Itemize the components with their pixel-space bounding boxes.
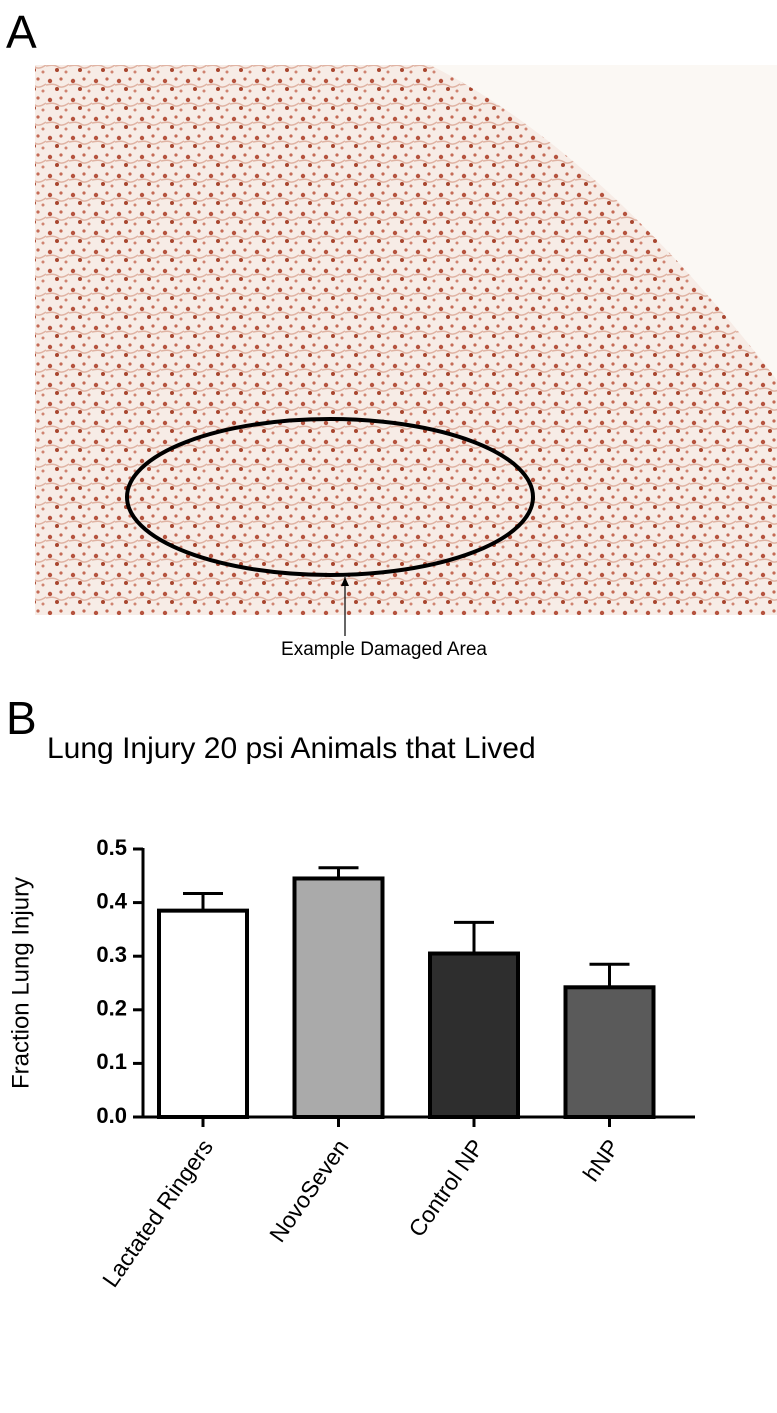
y-tick-label: 0.4 <box>96 888 127 913</box>
chart-title: Lung Injury 20 psi Animals that Lived <box>47 732 536 765</box>
bar <box>563 985 656 1120</box>
y-tick-label: 0.5 <box>96 835 127 860</box>
bar <box>292 876 385 1119</box>
x-tick-label: hNP <box>578 1134 625 1186</box>
y-tick-label: 0.1 <box>96 1049 127 1074</box>
bar <box>157 908 249 1120</box>
arrow-head <box>341 577 349 586</box>
image-background <box>430 65 777 380</box>
panel-label: B <box>6 692 37 744</box>
y-axis-label: Fraction Lung Injury <box>7 877 34 1089</box>
y-tick-label: 0.0 <box>96 1103 127 1128</box>
panel-label: A <box>6 6 37 58</box>
plot: 0.0 0.1 0.2 0.3 0.4 0.5 Lactated Ringers NovoSe… <box>96 835 695 1292</box>
x-tick-label: NovoSeven <box>264 1134 354 1246</box>
y-tick-label: 0.2 <box>96 996 127 1021</box>
annotation: Example Damaged Area <box>281 639 487 660</box>
x-tick-label: Lactated Ringers <box>97 1134 218 1291</box>
bar <box>428 951 520 1120</box>
x-tick-label: Control NP <box>403 1134 489 1241</box>
damage-ellipse <box>125 417 535 577</box>
y-tick-label: 0.3 <box>96 942 127 967</box>
